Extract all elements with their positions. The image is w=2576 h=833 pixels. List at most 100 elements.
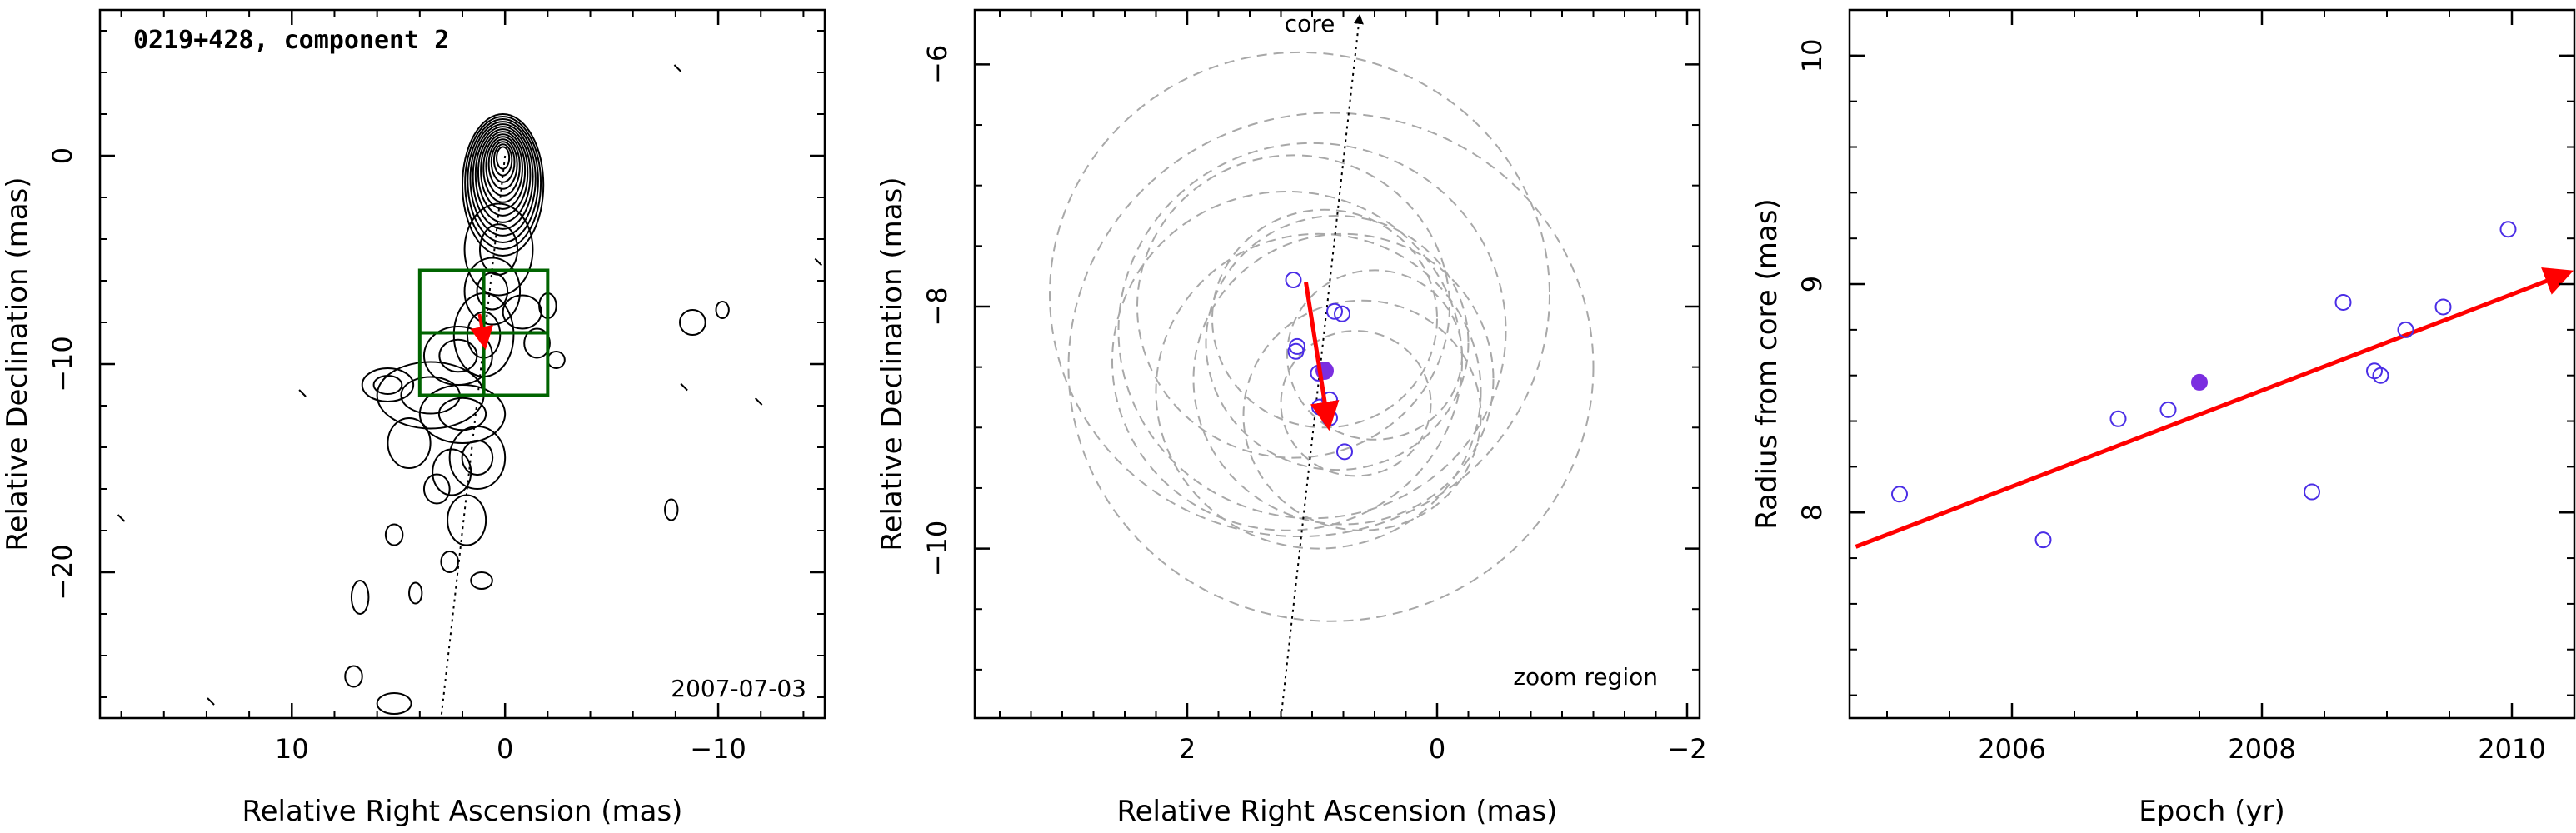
jet-contour bbox=[547, 351, 566, 369]
noise-contour bbox=[754, 397, 763, 406]
error-circle bbox=[1286, 269, 1463, 441]
noise-contour bbox=[117, 514, 126, 522]
error-circle bbox=[1136, 154, 1450, 459]
jet-contour bbox=[432, 448, 472, 496]
core-label: core bbox=[1285, 10, 1335, 37]
x-tick-label: 2 bbox=[1179, 733, 1196, 765]
error-circle bbox=[1242, 299, 1482, 531]
radius-point bbox=[2109, 410, 2127, 427]
position-point bbox=[1326, 302, 1343, 320]
jet-contour bbox=[440, 551, 459, 573]
radius-point bbox=[2499, 221, 2517, 238]
x-tick-label: 2008 bbox=[2228, 733, 2295, 765]
contour-map-panel: 10 0 −10 0 −10 −20 0219+428, component 2 2007… bbox=[1, 8, 826, 828]
noise-contour bbox=[298, 389, 307, 397]
position-point bbox=[1336, 443, 1353, 461]
y-tick-label: −6 bbox=[921, 45, 953, 84]
radius-panel-ticks: 2006 2008 2010 8 9 10 bbox=[1796, 10, 2575, 765]
error-circle bbox=[1049, 51, 1550, 538]
y-tick-label: 8 bbox=[1796, 504, 1828, 521]
jet-contour bbox=[502, 294, 542, 330]
error-circle bbox=[1192, 232, 1495, 526]
jet-contour bbox=[664, 498, 679, 521]
zoom-panel-ticks: 2 0 −2 −6 −8 −10 bbox=[921, 10, 1707, 765]
jet-contour bbox=[463, 202, 534, 297]
jet-contour bbox=[344, 665, 363, 688]
y-tick-label: 0 bbox=[47, 147, 78, 164]
jet-contour-inner bbox=[437, 397, 487, 431]
contour-map-ticks: 10 0 −10 0 −10 −20 bbox=[47, 10, 825, 765]
jet-contour bbox=[387, 417, 432, 469]
core-contour bbox=[485, 136, 521, 197]
jet-contour bbox=[448, 426, 507, 490]
y-tick-label: −20 bbox=[47, 544, 78, 601]
y-tick-label: 9 bbox=[1796, 276, 1828, 292]
radio-contours bbox=[117, 64, 823, 715]
core-contour bbox=[467, 118, 539, 243]
core-contour bbox=[477, 128, 529, 217]
noise-contour bbox=[673, 64, 682, 72]
epoch-date-label: 2007-07-03 bbox=[671, 675, 806, 702]
y-tick-label: −8 bbox=[921, 287, 953, 326]
jet-contour bbox=[350, 580, 370, 615]
jet-contour bbox=[447, 494, 487, 546]
error-circle bbox=[1111, 190, 1463, 531]
x-axis-label: Relative Right Ascension (mas) bbox=[242, 795, 683, 828]
core-contour bbox=[474, 126, 532, 223]
error-circles bbox=[1049, 51, 1595, 622]
noise-contour bbox=[207, 697, 215, 706]
fit-arrow bbox=[1855, 267, 2574, 549]
y-axis-label: Relative Declination (mas) bbox=[876, 177, 909, 551]
jet-contour-inner bbox=[476, 272, 509, 311]
x-tick-label: 10 bbox=[275, 733, 309, 765]
jet-contour bbox=[523, 327, 551, 359]
noise-contour bbox=[814, 257, 823, 267]
jet-contour bbox=[384, 523, 404, 546]
position-point bbox=[1287, 342, 1305, 360]
radius-point bbox=[2034, 531, 2052, 549]
y-tick-label: −10 bbox=[47, 336, 78, 392]
x-tick-label: 0 bbox=[1429, 733, 1445, 765]
jet-contour bbox=[463, 257, 522, 326]
jet-contour bbox=[679, 309, 706, 336]
panel-title: 0219+428, component 2 bbox=[133, 26, 449, 55]
jet-contour bbox=[418, 384, 507, 444]
error-circle bbox=[1117, 142, 1507, 520]
core-contour bbox=[469, 121, 537, 237]
motion-arrow bbox=[1304, 282, 1340, 431]
jet-contour-inner bbox=[438, 338, 478, 373]
radius-point bbox=[2372, 367, 2389, 384]
core-direction-line bbox=[440, 155, 507, 719]
jet-contour-inner bbox=[372, 375, 403, 395]
jet-contour bbox=[361, 367, 415, 402]
radius-point bbox=[2434, 298, 2452, 316]
error-circle bbox=[1280, 330, 1432, 477]
jet-contour bbox=[470, 571, 493, 590]
y-axis-label: Radius from core (mas) bbox=[1750, 198, 1784, 529]
x-axis-label: Epoch (yr) bbox=[2139, 795, 2285, 828]
zoom-region-label: zoom region bbox=[1513, 663, 1658, 691]
radius-panel-frame bbox=[1848, 8, 2576, 720]
y-axis-label: Relative Declination (mas) bbox=[1, 177, 34, 551]
jet-contour bbox=[408, 581, 423, 605]
x-tick-label: 2006 bbox=[1978, 733, 2045, 765]
jet-contour bbox=[715, 301, 730, 319]
error-circle bbox=[1155, 232, 1482, 550]
core-contour bbox=[492, 143, 513, 177]
jet-contour-inner bbox=[461, 439, 494, 476]
x-tick-label: −2 bbox=[1667, 733, 1706, 765]
core-contour bbox=[480, 131, 527, 210]
zoom-panel: 2 0 −2 −6 −8 −10 core zoom region Relative Ri… bbox=[876, 8, 1707, 828]
core-contour bbox=[482, 133, 523, 203]
radius-epoch-panel: 2006 2008 2010 8 9 10 Epoch (yr) Radius from … bbox=[1750, 8, 2576, 828]
position-point bbox=[1285, 272, 1302, 289]
radius-point bbox=[1891, 486, 1908, 503]
zoom-panel-frame bbox=[973, 8, 1701, 720]
core-contour bbox=[496, 146, 511, 170]
current-epoch-point bbox=[2191, 373, 2208, 391]
x-tick-label: −10 bbox=[690, 733, 746, 765]
core-contour bbox=[490, 141, 516, 183]
error-circle bbox=[1205, 215, 1470, 471]
core-contour bbox=[472, 123, 534, 230]
